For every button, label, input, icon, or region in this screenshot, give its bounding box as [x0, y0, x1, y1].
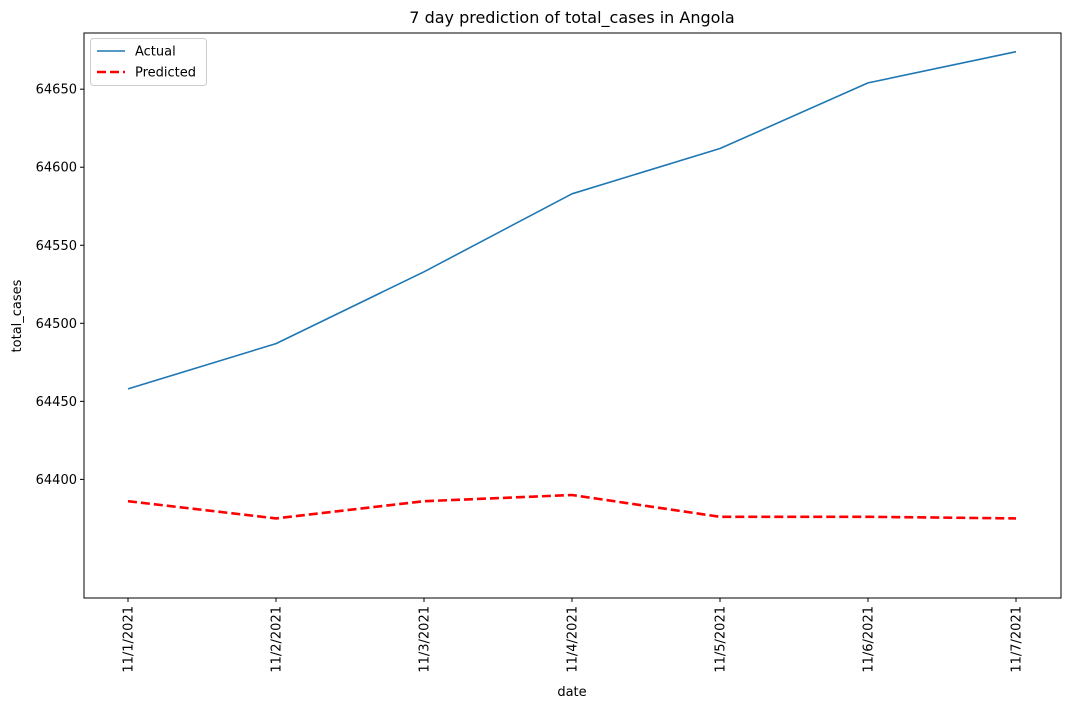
chart-title: 7 day prediction of total_cases in Angol…	[409, 8, 734, 28]
y-axis: 64400 64450 64500 64550 64600 64650	[36, 83, 84, 488]
y-tick-label: 64500	[36, 317, 77, 332]
x-axis-label: date	[557, 685, 586, 700]
y-tick-label: 64400	[36, 473, 77, 488]
x-tick-label: 11/3/2021	[418, 606, 433, 673]
legend-label-actual: Actual	[135, 45, 176, 60]
x-tick-label: 11/6/2021	[862, 606, 877, 673]
y-tick-label: 64650	[36, 83, 77, 98]
y-tick-label: 64550	[36, 239, 77, 254]
y-axis-label: total_cases	[10, 279, 25, 352]
legend-label-predicted: Predicted	[135, 66, 196, 81]
series-line-actual	[127, 50, 1017, 390]
y-tick-label: 64600	[36, 161, 77, 176]
y-tick-label: 64450	[36, 395, 77, 410]
series-line-predicted	[127, 493, 1017, 520]
x-tick-label: 11/4/2021	[566, 606, 581, 673]
legend: Actual Predicted	[90, 38, 207, 86]
x-tick-label: 11/7/2021	[1010, 606, 1025, 673]
x-tick-label: 11/5/2021	[714, 606, 729, 673]
x-tick-label: 11/1/2021	[122, 606, 137, 673]
x-axis: 11/1/2021 11/2/2021 11/3/2021 11/4/2021 11/5…	[122, 598, 1025, 673]
x-tick-label: 11/2/2021	[270, 606, 285, 673]
